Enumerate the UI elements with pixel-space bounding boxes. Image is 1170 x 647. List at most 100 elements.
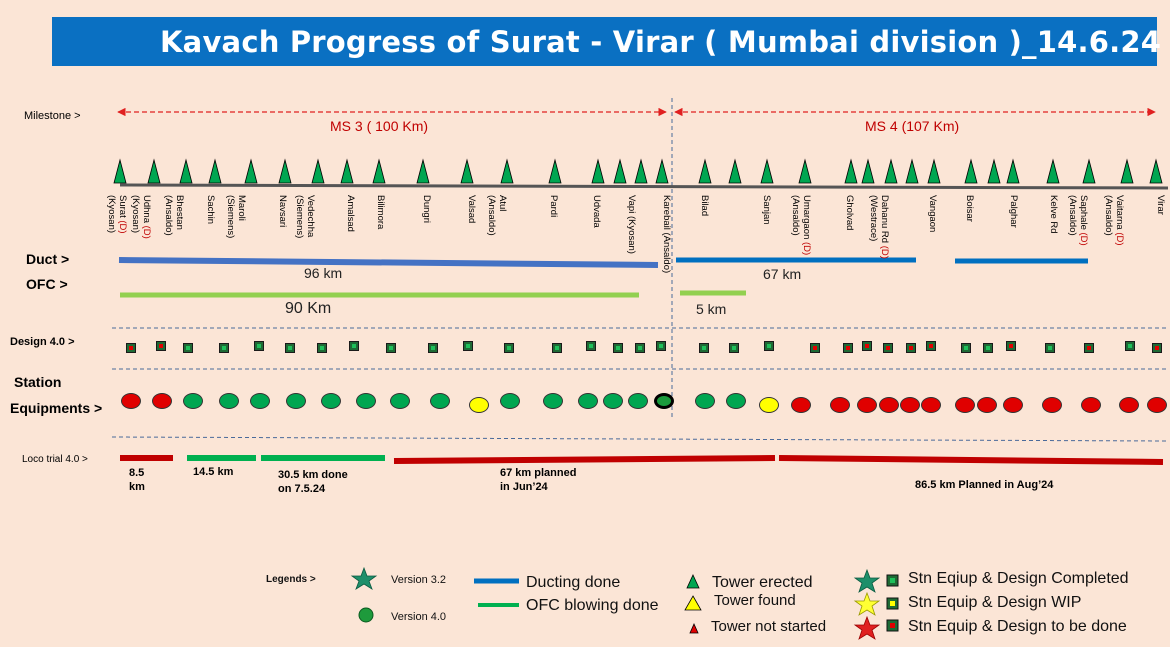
design-status-red <box>843 343 853 353</box>
design-status-green <box>656 341 666 351</box>
loco-label-5: 86.5 km Planned in Aug’24 <box>915 479 1054 491</box>
tower-erected-icon <box>244 158 258 184</box>
station-equipment-red <box>121 393 141 409</box>
station-equipment-red <box>879 397 899 413</box>
design-status-red <box>906 343 916 353</box>
design-status-red <box>926 341 936 351</box>
station-equipment-yellow <box>759 397 779 413</box>
station-name: Bhestan (Ansaldo) <box>163 195 185 236</box>
duct-ms3-km: 96 km <box>304 265 343 281</box>
tower-erected-icon <box>927 158 941 184</box>
tower-erected-icon <box>460 158 474 184</box>
design-status-red <box>1084 343 1094 353</box>
design-status-red <box>156 341 166 351</box>
tower-erected-icon <box>311 158 325 184</box>
design-status-red <box>1152 343 1162 353</box>
legend-tower-erected: Tower erected <box>712 574 813 591</box>
design-status-green <box>613 343 623 353</box>
legend-tower-found-icon <box>684 595 702 611</box>
tower-erected-icon <box>372 158 386 184</box>
station-equipment-green <box>321 393 341 409</box>
tower-erected-icon <box>340 158 354 184</box>
station-equipment-red <box>900 397 920 413</box>
design-status-green <box>586 341 596 351</box>
title-banner <box>52 17 1157 66</box>
station-name: Atul (Ansaldo) <box>486 195 508 236</box>
tower-erected-icon <box>1120 158 1134 184</box>
station-equipment-dark <box>654 393 674 409</box>
station-equipment-green <box>390 393 410 409</box>
station-equipment-red <box>1003 397 1023 413</box>
legend-heading: Legends > <box>266 574 316 585</box>
design-status-green <box>1125 341 1135 351</box>
station-name: Bilimora <box>375 195 386 230</box>
loco-label-3: 30.5 km done on 7.5.24 <box>278 469 348 495</box>
design-status-red <box>883 343 893 353</box>
station-equipment-green <box>695 393 715 409</box>
station-name: Udhna (D) (Kyosan) <box>130 195 152 239</box>
design-status-green <box>729 343 739 353</box>
design-row-label: Design 4.0 > <box>10 336 75 348</box>
station-equipment-green <box>250 393 270 409</box>
legend-circle-icon <box>358 607 374 623</box>
tower-erected-icon <box>147 158 161 184</box>
tower-erected-icon <box>698 158 712 184</box>
station-equipment-green <box>726 393 746 409</box>
station-name: Karebail (Ansaldo) <box>661 195 672 274</box>
duct-ms4-km: 67 km <box>763 266 802 282</box>
tower-erected-icon <box>905 158 919 184</box>
tower-erected-icon <box>964 158 978 184</box>
station-equipment-green <box>603 393 623 409</box>
tower-erected-icon <box>179 158 193 184</box>
station-name: Vedechha (Siemens) <box>294 195 316 239</box>
station-equipment-red <box>1042 397 1062 413</box>
loco-bar-5 <box>778 455 1164 465</box>
tower-erected-icon <box>1082 158 1096 184</box>
station-equipment-green <box>356 393 376 409</box>
station-name: Boisar <box>964 195 975 222</box>
tower-erected-icon <box>728 158 742 184</box>
separator-station-bottom <box>111 436 1169 442</box>
design-status-green <box>219 343 229 353</box>
tower-erected-icon <box>844 158 858 184</box>
station-equipment-green <box>219 393 239 409</box>
design-status-green <box>552 343 562 353</box>
legend-tower-erected-icon <box>686 574 700 589</box>
station-name: Umargaon (D) (Ansaldo) <box>790 195 812 256</box>
ms4-label: MS 4 (107 Km) <box>865 118 960 134</box>
station-name: Vaitarna (D) (Ansaldo) <box>1103 195 1125 246</box>
design-status-red <box>1006 341 1016 351</box>
station-equipment-green <box>430 393 450 409</box>
design-status-green <box>254 341 264 351</box>
station-equipment-red <box>1081 397 1101 413</box>
station-name: Dahanu Rd (D) (Westrace) <box>868 195 890 259</box>
equipments-row-label: Equipments > <box>10 400 103 416</box>
legend-stn-todo: Stn Equip & Design to be done <box>908 618 1127 635</box>
tower-erected-icon <box>987 158 1001 184</box>
legend-version32: Version 3.2 <box>391 574 447 586</box>
design-status-red <box>810 343 820 353</box>
design-status-green <box>983 343 993 353</box>
legend-version40: Version 4.0 <box>391 611 447 623</box>
track-line <box>119 183 1169 190</box>
duct-bar-ms3 <box>118 257 659 268</box>
station-name: Navsari <box>277 195 288 228</box>
legend-tower-not-started-icon <box>689 623 699 634</box>
station-name: Amalsad <box>345 195 356 232</box>
station-equipment-yellow <box>469 397 489 413</box>
legend-stn-completed: Stn Eqiup & Design Completed <box>908 570 1129 587</box>
station-equipment-green <box>183 393 203 409</box>
station-equipment-green <box>628 393 648 409</box>
loco-label-2: 14.5 km <box>193 466 234 478</box>
station-name: Surat (D) (Kyosan) <box>106 195 128 234</box>
legend-star-icon <box>350 566 378 590</box>
tower-erected-icon <box>548 158 562 184</box>
design-status-green <box>463 341 473 351</box>
station-name: Kelve Rd <box>1048 195 1059 234</box>
station-name: Sachin <box>205 195 216 225</box>
station-equipment-red <box>921 397 941 413</box>
loco-bar-4 <box>393 455 776 464</box>
design-status-green <box>349 341 359 351</box>
tower-erected-icon <box>416 158 430 184</box>
